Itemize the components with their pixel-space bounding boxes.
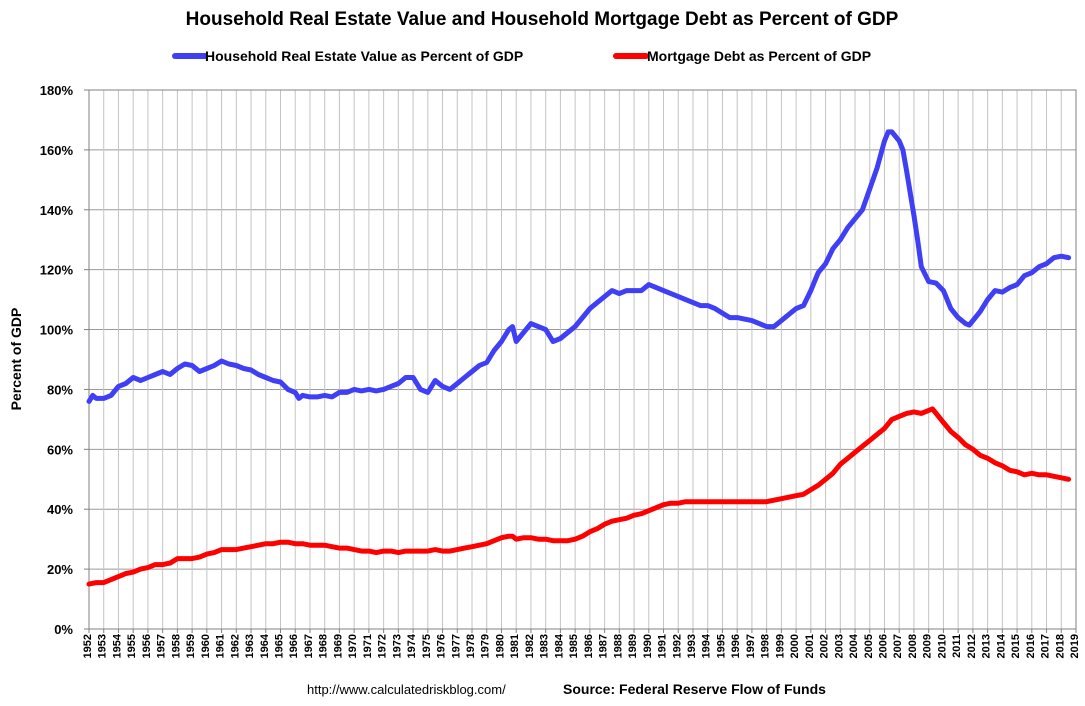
tick-label-x: 1979 bbox=[480, 634, 492, 658]
tick-label-x: 2002 bbox=[819, 634, 831, 658]
legend-label-mortgage: Mortgage Debt as Percent of GDP bbox=[647, 48, 871, 64]
tick-label-x: 1970 bbox=[347, 634, 359, 658]
tick-label-y: 20% bbox=[47, 562, 73, 577]
tick-label-x: 1998 bbox=[760, 634, 772, 658]
tick-label-x: 1978 bbox=[465, 634, 477, 658]
tick-label-y: 0% bbox=[54, 622, 73, 637]
tick-label-x: 1990 bbox=[642, 634, 654, 658]
tick-label-x: 1975 bbox=[421, 634, 433, 658]
tick-label-x: 1991 bbox=[657, 634, 669, 658]
x-axis-ticks: 1952 1953 1954 1955 1956 1957 1958 1959 1960 1961… bbox=[82, 629, 1081, 658]
tick-label-y: 60% bbox=[47, 442, 73, 457]
tick-label-x: 2013 bbox=[981, 634, 993, 658]
tick-label-x: 2000 bbox=[789, 634, 801, 658]
tick-label-x: 1953 bbox=[97, 634, 109, 658]
tick-label-y: 120% bbox=[40, 263, 74, 278]
tick-label-x: 1967 bbox=[303, 634, 315, 658]
tick-label-x: 1985 bbox=[568, 634, 580, 658]
tick-label-x: 1997 bbox=[745, 634, 757, 658]
tick-label-x: 1993 bbox=[686, 634, 698, 658]
tick-label-x: 2012 bbox=[966, 634, 978, 658]
tick-label-x: 1989 bbox=[627, 634, 639, 658]
tick-label-x: 1986 bbox=[583, 634, 595, 658]
tick-label-x: 1952 bbox=[82, 634, 94, 658]
tick-label-x: 2004 bbox=[848, 633, 860, 658]
tick-label-x: 1999 bbox=[774, 634, 786, 658]
tick-label-x: 1972 bbox=[377, 634, 389, 658]
series-line-mortgage bbox=[86, 406, 1072, 587]
tick-label-x: 1968 bbox=[318, 634, 330, 658]
tick-label-x: 1956 bbox=[141, 634, 153, 658]
tick-label-y: 180% bbox=[40, 83, 74, 98]
tick-label-y: 100% bbox=[40, 323, 74, 338]
tick-label-x: 1995 bbox=[715, 634, 727, 658]
legend: Household Real Estate Value as Percent o… bbox=[172, 48, 871, 64]
tick-label-x: 2005 bbox=[863, 634, 875, 658]
tick-label-x: 1982 bbox=[524, 634, 536, 658]
tick-label-x: 1964 bbox=[259, 633, 271, 658]
tick-label-x: 1969 bbox=[332, 634, 344, 658]
tick-label-x: 1981 bbox=[509, 634, 521, 658]
tick-label-x: 1976 bbox=[436, 634, 448, 658]
tick-label-x: 2008 bbox=[907, 634, 919, 658]
y-axis-ticks: 0% 20% 40% 60% 80% 100% 120% 140% 160% 180% bbox=[40, 83, 89, 637]
tick-label-x: 1962 bbox=[229, 634, 241, 658]
tick-label-x: 1980 bbox=[494, 634, 506, 658]
tick-label-x: 1966 bbox=[288, 634, 300, 658]
tick-label-x: 1973 bbox=[391, 634, 403, 658]
tick-label-x: 1994 bbox=[701, 633, 713, 658]
footer-source: Source: Federal Reserve Flow of Funds bbox=[563, 681, 826, 697]
tick-label-x: 1977 bbox=[450, 634, 462, 658]
tick-label-x: 1996 bbox=[730, 634, 742, 658]
chart-title: Household Real Estate Value and Househol… bbox=[186, 9, 899, 30]
tick-label-x: 1958 bbox=[170, 634, 182, 658]
series-line-real-estate bbox=[86, 129, 1072, 404]
tick-label-x: 2015 bbox=[1010, 634, 1022, 658]
tick-label-x: 2010 bbox=[936, 634, 948, 658]
plot-area-border bbox=[88, 89, 1077, 630]
tick-label-y: 80% bbox=[47, 382, 73, 397]
y-axis-label: Percent of GDP bbox=[8, 308, 24, 411]
tick-label-x: 1963 bbox=[244, 634, 256, 658]
tick-label-x: 1955 bbox=[126, 634, 138, 658]
tick-label-x: 1992 bbox=[671, 634, 683, 658]
tick-label-x: 2001 bbox=[804, 634, 816, 658]
tick-label-x: 2019 bbox=[1069, 634, 1081, 658]
tick-label-x: 1961 bbox=[215, 634, 227, 658]
tick-label-x: 1983 bbox=[539, 634, 551, 658]
tick-label-x: 1974 bbox=[406, 633, 418, 658]
tick-label-x: 1957 bbox=[156, 634, 168, 658]
series-lines bbox=[86, 129, 1072, 587]
tick-label-x: 2018 bbox=[1054, 634, 1066, 658]
tick-label-x: 2009 bbox=[922, 634, 934, 658]
tick-label-x: 1959 bbox=[185, 634, 197, 658]
footer-url: http://www.calculatedriskblog.com/ bbox=[307, 682, 506, 697]
tick-label-x: 2014 bbox=[995, 633, 1007, 658]
tick-label-x: 1971 bbox=[362, 634, 374, 658]
tick-label-y: 140% bbox=[40, 203, 74, 218]
tick-label-x: 1988 bbox=[612, 634, 624, 658]
tick-label-y: 40% bbox=[47, 502, 73, 517]
tick-label-x: 2011 bbox=[951, 634, 963, 658]
tick-label-x: 1987 bbox=[598, 634, 610, 658]
legend-label-real-estate: Household Real Estate Value as Percent o… bbox=[205, 48, 523, 64]
tick-label-x: 2006 bbox=[877, 634, 889, 658]
tick-label-x: 2016 bbox=[1025, 634, 1037, 658]
tick-label-x: 2003 bbox=[833, 634, 845, 658]
tick-label-x: 1984 bbox=[553, 633, 565, 658]
tick-label-y: 160% bbox=[40, 143, 74, 158]
tick-label-x: 1965 bbox=[274, 634, 286, 658]
tick-label-x: 1954 bbox=[111, 633, 123, 658]
tick-label-x: 2017 bbox=[1040, 634, 1052, 658]
tick-label-x: 2007 bbox=[892, 634, 904, 658]
tick-label-x: 1960 bbox=[200, 634, 212, 658]
